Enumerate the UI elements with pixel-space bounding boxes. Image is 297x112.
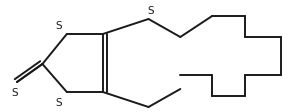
- Text: S: S: [55, 97, 62, 107]
- Text: S: S: [55, 21, 62, 31]
- Text: S: S: [147, 6, 154, 16]
- Text: S: S: [12, 87, 18, 97]
